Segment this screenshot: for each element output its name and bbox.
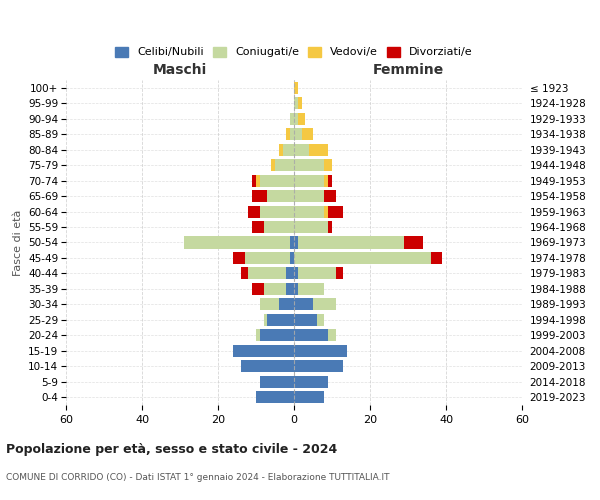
Bar <box>252 283 263 295</box>
Bar <box>263 221 294 233</box>
Bar <box>294 236 298 248</box>
Bar <box>309 144 328 156</box>
Bar <box>325 174 328 186</box>
Bar <box>298 97 302 110</box>
Text: Maschi: Maschi <box>153 63 207 77</box>
Bar <box>294 159 325 171</box>
Bar <box>268 314 294 326</box>
Bar <box>294 391 325 404</box>
Bar <box>294 283 298 295</box>
Bar <box>268 190 294 202</box>
Bar <box>294 252 431 264</box>
Bar <box>233 252 245 264</box>
Bar <box>233 345 294 357</box>
Bar <box>294 112 298 124</box>
Bar <box>298 112 305 124</box>
Bar <box>294 360 343 372</box>
Bar <box>294 330 328 342</box>
Bar <box>336 268 343 280</box>
Y-axis label: Fasce di età: Fasce di età <box>13 210 23 276</box>
Bar <box>294 268 298 280</box>
Text: Popolazione per età, sesso e stato civile - 2024: Popolazione per età, sesso e stato civil… <box>6 442 337 456</box>
Bar <box>325 206 328 218</box>
Bar <box>294 128 302 140</box>
Bar <box>298 283 325 295</box>
Bar <box>256 391 294 404</box>
Bar <box>283 144 294 156</box>
Bar <box>260 330 294 342</box>
Bar <box>294 174 325 186</box>
Bar <box>290 112 294 124</box>
Bar <box>260 174 294 186</box>
Bar <box>298 268 336 280</box>
Bar <box>256 174 260 186</box>
Text: COMUNE DI CORRIDO (CO) - Dati ISTAT 1° gennaio 2024 - Elaborazione TUTTITALIA.IT: COMUNE DI CORRIDO (CO) - Dati ISTAT 1° g… <box>6 472 389 482</box>
Bar <box>328 221 332 233</box>
Bar <box>245 252 290 264</box>
Bar <box>184 236 290 248</box>
Bar <box>294 97 298 110</box>
Bar <box>294 298 313 310</box>
Bar <box>241 268 248 280</box>
Bar <box>294 314 317 326</box>
Bar <box>241 360 294 372</box>
Bar <box>325 190 336 202</box>
Bar <box>302 128 313 140</box>
Bar <box>279 298 294 310</box>
Bar <box>275 159 294 171</box>
Bar <box>431 252 442 264</box>
Bar <box>294 144 309 156</box>
Bar <box>286 128 290 140</box>
Bar <box>260 206 294 218</box>
Bar <box>252 190 268 202</box>
Bar <box>263 283 286 295</box>
Bar <box>298 236 404 248</box>
Bar <box>294 376 328 388</box>
Bar <box>256 330 260 342</box>
Bar <box>271 159 275 171</box>
Bar <box>328 206 343 218</box>
Bar <box>294 190 325 202</box>
Text: Femmine: Femmine <box>373 63 443 77</box>
Bar <box>294 345 347 357</box>
Bar <box>325 159 332 171</box>
Bar <box>248 206 260 218</box>
Bar <box>328 330 336 342</box>
Bar <box>317 314 325 326</box>
Bar <box>313 298 336 310</box>
Bar <box>294 82 298 94</box>
Bar <box>294 221 328 233</box>
Bar <box>260 298 279 310</box>
Bar <box>294 206 325 218</box>
Bar <box>252 174 256 186</box>
Bar <box>290 236 294 248</box>
Bar <box>286 283 294 295</box>
Bar <box>248 268 286 280</box>
Bar <box>263 314 268 326</box>
Bar <box>290 128 294 140</box>
Bar <box>290 252 294 264</box>
Bar <box>252 221 263 233</box>
Legend: Celibi/Nubili, Coniugati/e, Vedovi/e, Divorziati/e: Celibi/Nubili, Coniugati/e, Vedovi/e, Di… <box>112 44 476 60</box>
Bar <box>279 144 283 156</box>
Bar <box>404 236 423 248</box>
Bar <box>286 268 294 280</box>
Bar <box>328 174 332 186</box>
Bar <box>260 376 294 388</box>
